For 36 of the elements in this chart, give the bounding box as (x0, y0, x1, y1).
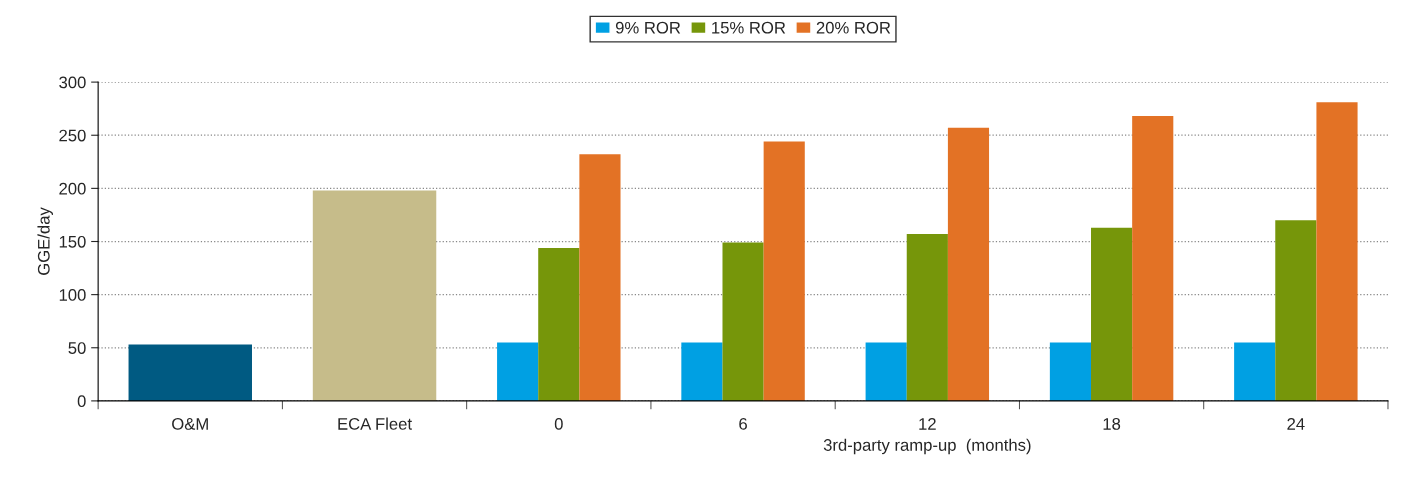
bar (1132, 116, 1174, 401)
legend-label: 9% ROR (615, 21, 681, 34)
x-tick-label: 12 (919, 418, 936, 430)
x-tick-label: 6 (739, 418, 747, 430)
bar (1049, 342, 1092, 401)
bar (763, 141, 805, 401)
bar (497, 342, 539, 401)
bar (538, 247, 580, 401)
y-tick-label: 0 (77, 395, 86, 408)
y-tick-label: 50 (68, 342, 86, 354)
x-axis-title: 3rd-party ramp-up (months) (823, 438, 1031, 455)
bar (865, 342, 907, 401)
y-tick-label: 250 (59, 129, 86, 142)
x-tick-label: 24 (1287, 418, 1305, 430)
bar (722, 242, 764, 401)
bar (1316, 102, 1358, 401)
bar (681, 342, 723, 401)
y-tick-label: 200 (59, 182, 86, 195)
y-axis-title: GGE/day (37, 207, 53, 275)
x-tick-label: 18 (1103, 418, 1121, 430)
legend-label: 15% ROR (712, 21, 786, 34)
bar (312, 190, 437, 401)
bar (128, 344, 252, 401)
bar (947, 127, 990, 401)
x-tick-label: 0 (554, 418, 563, 430)
bar (579, 154, 621, 401)
bar (1275, 220, 1317, 401)
y-tick-label: 300 (59, 76, 86, 89)
y-tick-label: 150 (59, 235, 86, 248)
bar (1091, 227, 1133, 401)
x-tick-label: O&M (172, 418, 208, 430)
bar (1234, 342, 1276, 401)
x-tick-label: ECA Fleet (338, 417, 412, 430)
legend-label: 20% ROR (816, 21, 891, 34)
bar (906, 234, 948, 401)
y-tick-label: 100 (59, 289, 86, 301)
